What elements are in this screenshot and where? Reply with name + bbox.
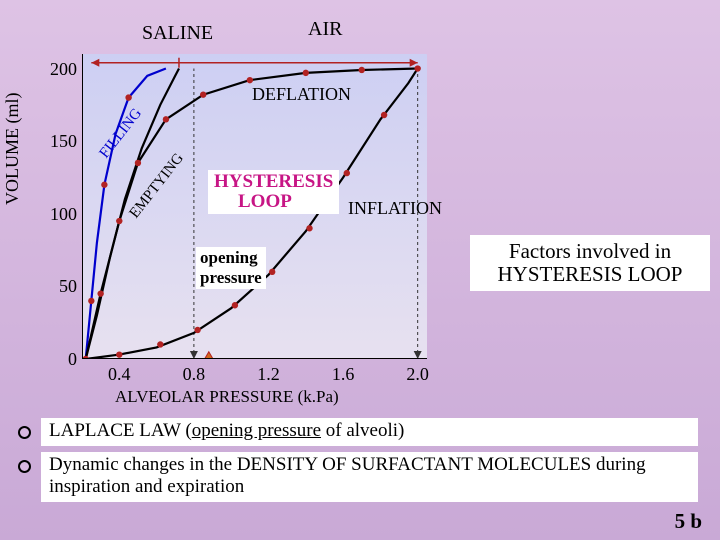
bullet-2: Dynamic changes in the DENSITY OF SURFAC… bbox=[18, 452, 698, 502]
b1-pre: LAPLACE LAW ( bbox=[49, 420, 192, 441]
y-tick: 0 bbox=[45, 349, 77, 370]
slide-number: 5 b bbox=[675, 509, 702, 534]
bullet-1: LAPLACE LAW (opening pressure of alveoli… bbox=[18, 418, 698, 446]
x-axis-label: ALVEOLAR PRESSURE (k.Pa) bbox=[115, 387, 339, 407]
x-tick: 0.8 bbox=[174, 364, 214, 385]
hysteresis-label: HYSTERESIS LOOP bbox=[208, 170, 339, 214]
factors-l2: HYSTERESIS LOOP bbox=[479, 263, 701, 286]
opening-l1: opening bbox=[200, 248, 262, 268]
inflation-label: INFLATION bbox=[348, 198, 442, 219]
y-tick: 50 bbox=[45, 276, 77, 297]
pv-chart: VOLUME (ml) ALVEOLAR PRESSURE (k.Pa) 050… bbox=[10, 10, 450, 405]
bullets-list: LAPLACE LAW (opening pressure of alveoli… bbox=[18, 418, 698, 508]
hysteresis-l2: LOOP bbox=[214, 192, 333, 212]
x-tick: 2.0 bbox=[398, 364, 438, 385]
bullet-dot-icon bbox=[18, 460, 31, 473]
x-tick: 1.6 bbox=[323, 364, 363, 385]
x-tick: 0.4 bbox=[99, 364, 139, 385]
factors-box: Factors involved in HYSTERESIS LOOP bbox=[470, 235, 710, 291]
y-axis-label: VOLUME (ml) bbox=[2, 93, 23, 205]
opening-l2: pressure bbox=[200, 268, 262, 288]
y-tick: 100 bbox=[45, 204, 77, 225]
y-tick: 150 bbox=[45, 131, 77, 152]
factors-l1: Factors involved in bbox=[479, 240, 701, 263]
bullet-dot-icon bbox=[18, 426, 31, 439]
bullet-1-text: LAPLACE LAW (opening pressure of alveoli… bbox=[41, 418, 698, 446]
b1-u: opening pressure bbox=[192, 420, 321, 441]
saline-label: SALINE bbox=[142, 22, 213, 45]
opening-pressure-label: opening pressure bbox=[196, 247, 266, 289]
deflation-label: DEFLATION bbox=[252, 84, 351, 105]
y-tick: 200 bbox=[45, 59, 77, 80]
bullet-2-text: Dynamic changes in the DENSITY OF SURFAC… bbox=[41, 452, 698, 502]
hysteresis-l1: HYSTERESIS bbox=[214, 172, 333, 192]
b1-post: of alveoli) bbox=[321, 420, 404, 441]
air-label: AIR bbox=[308, 18, 342, 41]
x-tick: 1.2 bbox=[248, 364, 288, 385]
